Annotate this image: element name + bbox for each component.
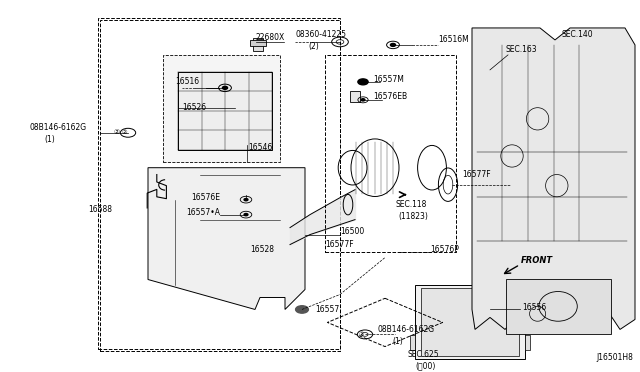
Text: 16576EB: 16576EB <box>373 92 407 101</box>
Circle shape <box>358 79 368 85</box>
Text: 16576P: 16576P <box>430 245 459 254</box>
Text: (2): (2) <box>308 42 319 51</box>
Text: SEC.118: SEC.118 <box>395 200 426 209</box>
Text: 22680X: 22680X <box>256 33 285 42</box>
Text: 16588: 16588 <box>88 205 112 214</box>
Text: 16546: 16546 <box>248 143 272 152</box>
Text: 16576E: 16576E <box>191 193 220 202</box>
Text: 16557M: 16557M <box>373 76 404 84</box>
Polygon shape <box>472 28 635 330</box>
Bar <box>421 288 518 356</box>
Text: ②: ② <box>359 332 365 337</box>
Text: 08B146-6162G: 08B146-6162G <box>378 325 435 334</box>
Bar <box>325 55 456 251</box>
Circle shape <box>361 99 365 101</box>
Text: (払00): (払00) <box>415 362 435 371</box>
Text: 16557•A: 16557•A <box>186 208 220 217</box>
Bar <box>98 18 340 349</box>
Text: 08B146-6162G: 08B146-6162G <box>30 123 87 132</box>
Bar <box>250 40 266 46</box>
Text: 16516: 16516 <box>175 77 199 86</box>
Text: ②: ② <box>113 129 120 135</box>
Bar <box>178 72 272 150</box>
Text: 08360-41225: 08360-41225 <box>295 31 346 39</box>
Text: 16528: 16528 <box>250 245 274 254</box>
Circle shape <box>223 86 228 89</box>
Bar <box>253 38 263 51</box>
Text: 16526: 16526 <box>182 103 206 112</box>
Bar <box>410 335 415 350</box>
Text: SEC.140: SEC.140 <box>562 31 594 39</box>
Bar <box>350 91 360 102</box>
Text: 16516M: 16516M <box>438 35 468 44</box>
Polygon shape <box>148 168 305 310</box>
Text: (1): (1) <box>392 337 403 346</box>
Bar <box>100 20 340 352</box>
Circle shape <box>244 199 248 201</box>
Text: 16577F: 16577F <box>325 240 354 249</box>
Text: 16577F: 16577F <box>462 170 491 179</box>
Text: ②: ② <box>122 130 127 135</box>
Text: (1): (1) <box>44 135 55 144</box>
Bar <box>163 55 280 162</box>
Text: 16500: 16500 <box>340 227 364 236</box>
Circle shape <box>390 44 396 46</box>
Text: 16557: 16557 <box>315 305 339 314</box>
Text: J16501H8: J16501H8 <box>596 353 634 362</box>
Text: SEC.625: SEC.625 <box>408 350 440 359</box>
Bar <box>506 279 611 334</box>
Bar <box>525 335 530 350</box>
Text: SEC.163: SEC.163 <box>505 45 536 54</box>
Bar <box>415 285 525 359</box>
Text: 16556: 16556 <box>522 303 547 312</box>
Circle shape <box>296 306 308 313</box>
Text: FRONT: FRONT <box>521 256 554 265</box>
Circle shape <box>244 214 248 216</box>
Text: (11823): (11823) <box>398 212 428 221</box>
